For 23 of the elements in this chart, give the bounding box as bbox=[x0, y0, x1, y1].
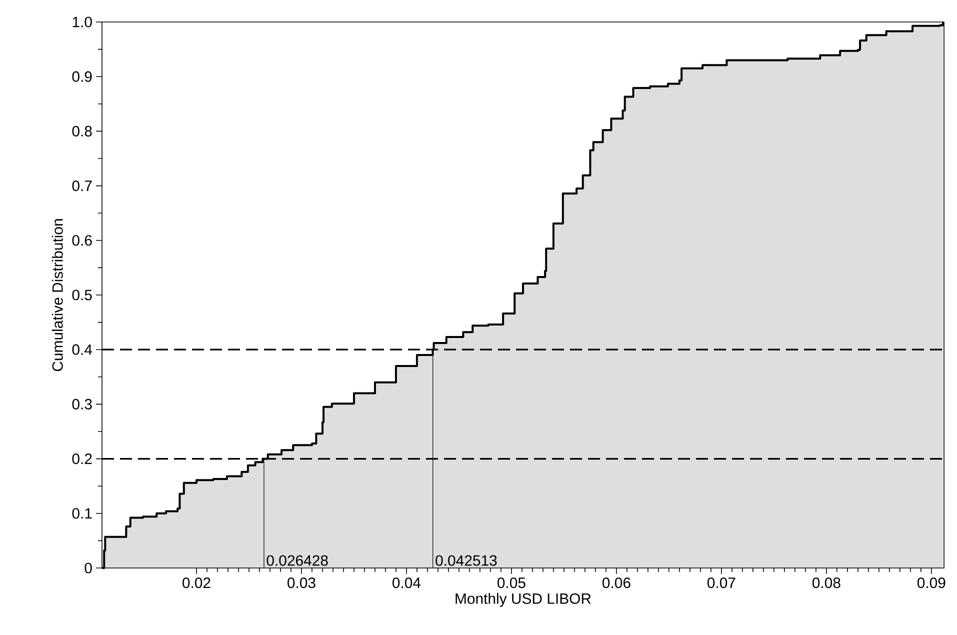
y-tick-label: 0.8 bbox=[72, 126, 92, 136]
x-tick-label: 0.06 bbox=[602, 578, 630, 588]
x-tick-label: 0.09 bbox=[917, 578, 946, 588]
x-tick-label: 0.03 bbox=[288, 578, 316, 588]
x-tick-label: 0.08 bbox=[812, 578, 840, 588]
y-axis-title: Cumulative Distribution bbox=[52, 219, 63, 372]
y-tick-label: 0.3 bbox=[72, 398, 92, 410]
x-tick-label: 0.02 bbox=[182, 578, 210, 588]
y-tick-label: 0.7 bbox=[72, 180, 92, 192]
y-tick-label: 0 bbox=[84, 562, 92, 574]
x-axis-title: Monthly USD LIBOR bbox=[456, 592, 591, 607]
annotation: 0.042513 bbox=[436, 555, 497, 566]
x-tick-label: 0.07 bbox=[707, 578, 736, 588]
y-tick-label: 0.4 bbox=[72, 344, 92, 355]
x-tick-label: 0.05 bbox=[497, 578, 526, 588]
x-tick-label: 0.04 bbox=[392, 578, 421, 588]
y-tick-label: 0.9 bbox=[72, 71, 92, 82]
y-tick-label: 0.5 bbox=[72, 290, 92, 300]
y-tick-label: 0.1 bbox=[72, 508, 92, 519]
y-tick-label: 1.0 bbox=[72, 16, 92, 28]
y-tick-label: 0.6 bbox=[72, 235, 92, 246]
y-tick-label: 0.2 bbox=[72, 454, 92, 464]
annotation: 0.026428 bbox=[266, 555, 328, 566]
